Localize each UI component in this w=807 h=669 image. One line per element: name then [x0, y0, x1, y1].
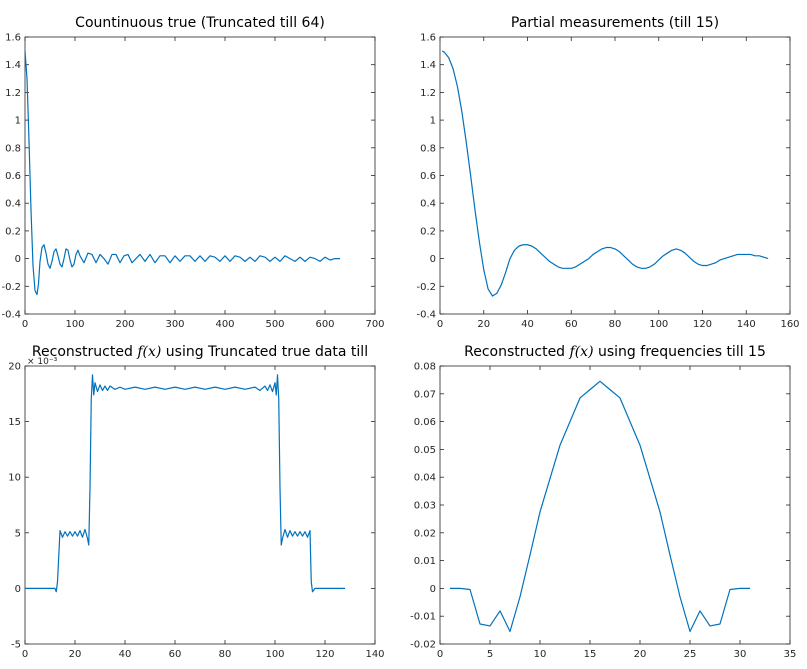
y-tick-label: 1.6	[5, 33, 21, 44]
x-tick-label: 0	[22, 319, 28, 330]
series-line	[25, 374, 345, 593]
x-tick-label: 20	[477, 319, 490, 330]
x-tick-label: 700	[365, 319, 384, 330]
x-tick-label: 100	[65, 319, 84, 330]
y-tick-label: 0.03	[414, 501, 436, 512]
y-tick-label: 1	[430, 116, 436, 127]
x-tick-label: 160	[780, 319, 799, 330]
y-tick-label: 0.4	[5, 199, 21, 210]
y-tick-label: 1.4	[5, 60, 21, 71]
x-tick-label: 20	[69, 649, 82, 660]
axes-box	[24, 365, 376, 645]
y-tick-label: 1.2	[420, 88, 436, 99]
x-tick-label: 500	[265, 319, 284, 330]
y-tick-label: 1.4	[420, 60, 436, 71]
y-tick-label: 0.4	[420, 199, 436, 210]
y-tick-label: -0.01	[410, 612, 436, 623]
x-tick-label: 80	[219, 649, 232, 660]
y-tick-label: -0.4	[416, 310, 436, 321]
y-tick-label: 0.07	[414, 389, 436, 400]
y-tick-label: 0.2	[420, 226, 436, 237]
y-tick-label: 0.8	[5, 143, 21, 154]
y-tick-label: -0.2	[416, 282, 436, 293]
x-tick-label: 600	[315, 319, 334, 330]
y-tick-label: 0.05	[414, 445, 436, 456]
chart-title: Reconstructed f(x) using frequencies til…	[464, 344, 766, 360]
y-tick-label: -0.02	[410, 640, 436, 651]
x-tick-label: 60	[565, 319, 578, 330]
x-tick-label: 25	[684, 649, 697, 660]
y-tick-label: 1	[15, 116, 21, 127]
y-tick-label: 0.8	[420, 143, 436, 154]
series-line	[450, 380, 750, 633]
x-tick-label: 40	[521, 319, 534, 330]
x-tick-label: 40	[119, 649, 132, 660]
y-tick-label: 0.6	[420, 171, 436, 182]
y-tick-label: 0	[430, 254, 436, 265]
chart-title: Partial measurements (till 15)	[511, 15, 719, 31]
y-tick-label: 0	[15, 254, 21, 265]
y-tick-label: 0.2	[5, 226, 21, 237]
y-tick-label: 0.01	[414, 556, 436, 567]
x-tick-label: 60	[169, 649, 182, 660]
x-tick-label: 30	[734, 649, 747, 660]
x-tick-label: 120	[315, 649, 334, 660]
axes-box	[24, 36, 376, 315]
x-tick-label: 80	[609, 319, 622, 330]
x-tick-label: 10	[534, 649, 547, 660]
x-tick-label: 400	[215, 319, 234, 330]
y-tick-label: 5	[15, 528, 21, 539]
y-tick-label: 0	[430, 584, 436, 595]
x-tick-label: 120	[693, 319, 712, 330]
y-tick-label: 10	[8, 473, 21, 484]
y-exponent-label: × 10⁻³	[27, 357, 58, 367]
series-line	[24, 50, 340, 296]
y-tick-label: -0.4	[1, 310, 21, 321]
y-tick-label: -0.2	[1, 282, 21, 293]
y-tick-label: 1.2	[5, 88, 21, 99]
axes-box	[439, 365, 791, 645]
y-tick-label: 1.6	[420, 33, 436, 44]
subplot-3: Reconstructed f(x) using Truncated true …	[8, 344, 384, 660]
subplot-4: Reconstructed f(x) using frequencies til…	[410, 344, 796, 660]
x-tick-label: 140	[365, 649, 384, 660]
y-tick-label: 0.08	[414, 362, 436, 373]
x-tick-label: 35	[784, 649, 797, 660]
axes-box	[439, 36, 791, 315]
y-tick-label: -5	[11, 640, 21, 651]
subplot-2: Partial measurements (till 15) 0 20 40 60 80 1…	[416, 15, 799, 330]
chart-title: Countinuous true (Truncated till 64)	[75, 15, 325, 31]
x-tick-label: 100	[649, 319, 668, 330]
x-tick-label: 0	[22, 649, 28, 660]
chart-title: Reconstructed f(x) using Truncated true …	[32, 344, 368, 360]
x-tick-label: 140	[737, 319, 756, 330]
y-tick-label: 20	[8, 362, 21, 373]
x-tick-label: 15	[584, 649, 597, 660]
x-tick-label: 200	[115, 319, 134, 330]
x-tick-label: 100	[265, 649, 284, 660]
x-tick-label: 0	[437, 319, 443, 330]
x-tick-label: 20	[634, 649, 647, 660]
x-tick-label: 0	[437, 649, 443, 660]
subplot-1: Countinuous true (Truncated till 64)0 100…	[1, 15, 384, 330]
y-tick-label: 0	[15, 584, 21, 595]
y-tick-label: 15	[8, 417, 21, 428]
x-tick-label: 300	[165, 319, 184, 330]
y-tick-label: 0.04	[414, 473, 436, 484]
y-tick-label: 0.02	[414, 528, 436, 539]
y-tick-label: 0.06	[414, 417, 436, 428]
x-tick-label: 5	[487, 649, 493, 660]
series-line	[441, 50, 769, 297]
y-tick-label: 0.6	[5, 171, 21, 182]
